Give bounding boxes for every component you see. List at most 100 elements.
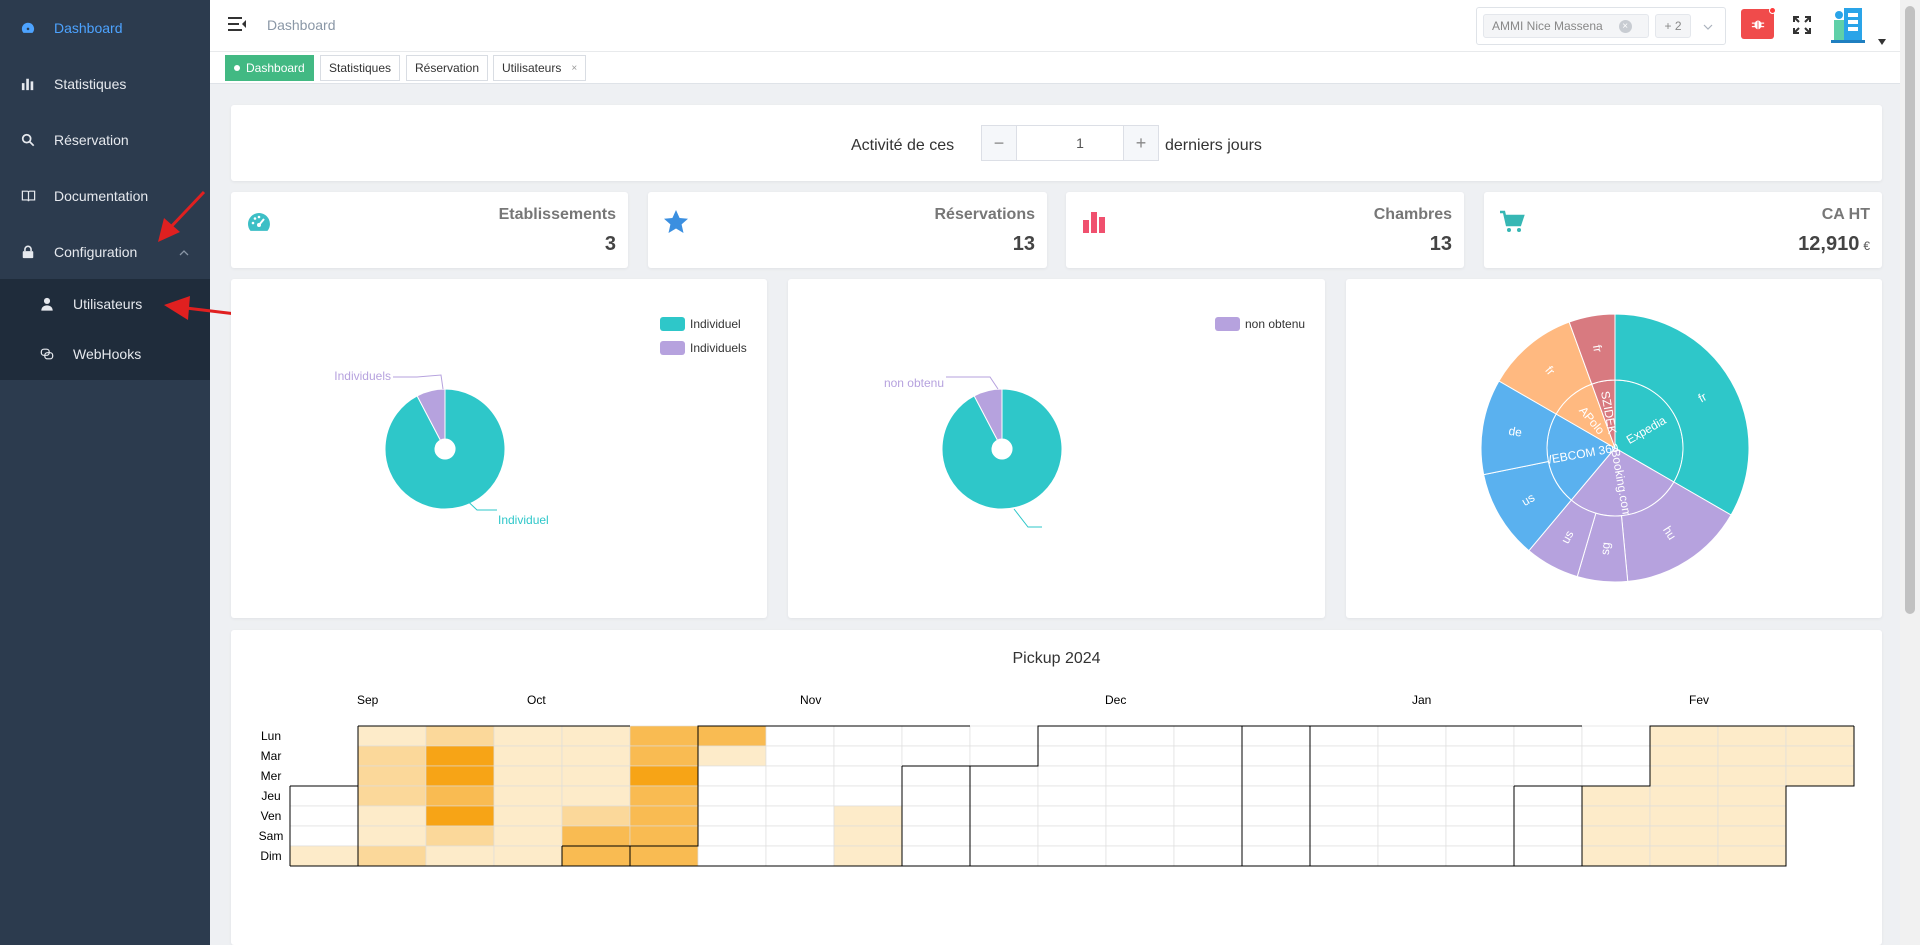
caret-down-icon[interactable] [1878, 32, 1886, 45]
heatmap-cell[interactable] [493, 725, 563, 747]
heatmap-cell[interactable] [1649, 745, 1719, 767]
heatmap-cell[interactable] [1513, 845, 1583, 867]
heatmap-cell[interactable] [1241, 765, 1311, 787]
app-logo[interactable] [1830, 6, 1870, 44]
heatmap-cell[interactable] [969, 765, 1039, 787]
heatmap-cell[interactable] [629, 845, 699, 867]
sidebar-item-dashboard[interactable]: Dashboard [0, 0, 210, 56]
heatmap-cell[interactable] [1581, 725, 1651, 747]
sidebar-item-configuration[interactable]: Configuration [0, 224, 210, 280]
sunburst-outer-segment[interactable] [1614, 313, 1750, 516]
heatmap-cell[interactable] [697, 725, 767, 747]
heatmap-cell[interactable] [765, 805, 835, 827]
heatmap-cell[interactable] [1105, 785, 1175, 807]
heatmap-cell[interactable] [833, 785, 903, 807]
increase-button[interactable]: + [1123, 125, 1159, 161]
heatmap-cell[interactable] [561, 805, 631, 827]
heatmap-cell[interactable] [1649, 845, 1719, 867]
heatmap-cell[interactable] [969, 725, 1039, 747]
sidebar-item-statistiques[interactable]: Statistiques [0, 56, 210, 112]
heatmap-cell[interactable] [969, 785, 1039, 807]
heatmap-cell[interactable] [629, 725, 699, 747]
heatmap-cell[interactable] [969, 745, 1039, 767]
heatmap-cell[interactable] [1105, 825, 1175, 847]
heatmap-cell[interactable] [1037, 785, 1107, 807]
heatmap-cell[interactable] [1717, 745, 1787, 767]
heatmap-cell[interactable] [901, 785, 971, 807]
heatmap-cell[interactable] [697, 845, 767, 867]
heatmap-cell[interactable] [357, 785, 427, 807]
heatmap-cell[interactable] [901, 805, 971, 827]
heatmap-cell[interactable] [561, 825, 631, 847]
heatmap-cell[interactable] [1173, 825, 1243, 847]
heatmap-cell[interactable] [765, 765, 835, 787]
chevron-up-icon[interactable] [178, 246, 190, 258]
legend-label[interactable]: non obtenu [1245, 317, 1305, 331]
heatmap-cell[interactable] [1037, 745, 1107, 767]
heatmap-cell[interactable] [425, 825, 495, 847]
heatmap-cell[interactable] [1445, 725, 1515, 747]
heatmap-cell[interactable] [1105, 765, 1175, 787]
heatmap-cell[interactable] [969, 825, 1039, 847]
heatmap-cell[interactable] [1105, 745, 1175, 767]
heatmap-cell[interactable] [1445, 805, 1515, 827]
heatmap-cell[interactable] [1445, 845, 1515, 867]
heatmap-cell[interactable] [901, 745, 971, 767]
heatmap-cell[interactable] [629, 765, 699, 787]
heatmap-cell[interactable] [1581, 745, 1651, 767]
sidebar-item-reservation[interactable]: Réservation [0, 112, 210, 168]
heatmap-cell[interactable] [1785, 725, 1855, 747]
heatmap-cell[interactable] [493, 745, 563, 767]
heatmap-cell[interactable] [1173, 805, 1243, 827]
heatmap-cell[interactable] [1785, 745, 1855, 767]
tag-close-icon[interactable]: × [1618, 19, 1632, 33]
heatmap-cell[interactable] [1105, 845, 1175, 867]
heatmap-cell[interactable] [1377, 785, 1447, 807]
sidebar-item-webhooks[interactable]: WebHooks [0, 329, 210, 379]
heatmap-cell[interactable] [1241, 825, 1311, 847]
heatmap-cell[interactable] [765, 745, 835, 767]
tab-reservation[interactable]: Réservation [406, 55, 489, 81]
heatmap-cell[interactable] [1377, 765, 1447, 787]
heatmap-cell[interactable] [697, 825, 767, 847]
heatmap-cell[interactable] [1173, 845, 1243, 867]
heatmap-cell[interactable] [833, 825, 903, 847]
heatmap-cell[interactable] [289, 785, 359, 807]
heatmap-cell[interactable] [1173, 725, 1243, 747]
heatmap-cell[interactable] [1241, 845, 1311, 867]
heatmap-cell[interactable] [493, 765, 563, 787]
heatmap-cell[interactable] [1105, 725, 1175, 747]
heatmap-cell[interactable] [1309, 785, 1379, 807]
heatmap-cell[interactable] [493, 825, 563, 847]
heatmap-cell[interactable] [1717, 725, 1787, 747]
bug-report-button[interactable] [1741, 7, 1776, 39]
heatmap-cell[interactable] [561, 765, 631, 787]
heatmap-cell[interactable] [289, 805, 359, 827]
heatmap-cell[interactable] [425, 785, 495, 807]
heatmap-cell[interactable] [357, 765, 427, 787]
heatmap-cell[interactable] [1377, 745, 1447, 767]
heatmap-cell[interactable] [1309, 765, 1379, 787]
heatmap-cell[interactable] [1513, 765, 1583, 787]
heatmap-cell[interactable] [1309, 745, 1379, 767]
heatmap-cell[interactable] [901, 765, 971, 787]
heatmap-cell[interactable] [1717, 785, 1787, 807]
heatmap-cell[interactable] [357, 725, 427, 747]
heatmap-cell[interactable] [1717, 825, 1787, 847]
heatmap-cell[interactable] [1445, 785, 1515, 807]
heatmap-cell[interactable] [493, 785, 563, 807]
heatmap-cell[interactable] [1309, 845, 1379, 867]
tab-dashboard[interactable]: Dashboard [225, 55, 314, 81]
heatmap-cell[interactable] [765, 725, 835, 747]
pie-slice[interactable] [941, 388, 1063, 510]
heatmap-cell[interactable] [697, 785, 767, 807]
heatmap-cell[interactable] [357, 845, 427, 867]
heatmap-cell[interactable] [1173, 785, 1243, 807]
heatmap-cell[interactable] [289, 845, 359, 867]
heatmap-cell[interactable] [1037, 725, 1107, 747]
heatmap-cell[interactable] [833, 845, 903, 867]
heatmap-cell[interactable] [1649, 725, 1719, 747]
heatmap-cell[interactable] [629, 745, 699, 767]
heatmap-cell[interactable] [901, 825, 971, 847]
heatmap-cell[interactable] [697, 805, 767, 827]
